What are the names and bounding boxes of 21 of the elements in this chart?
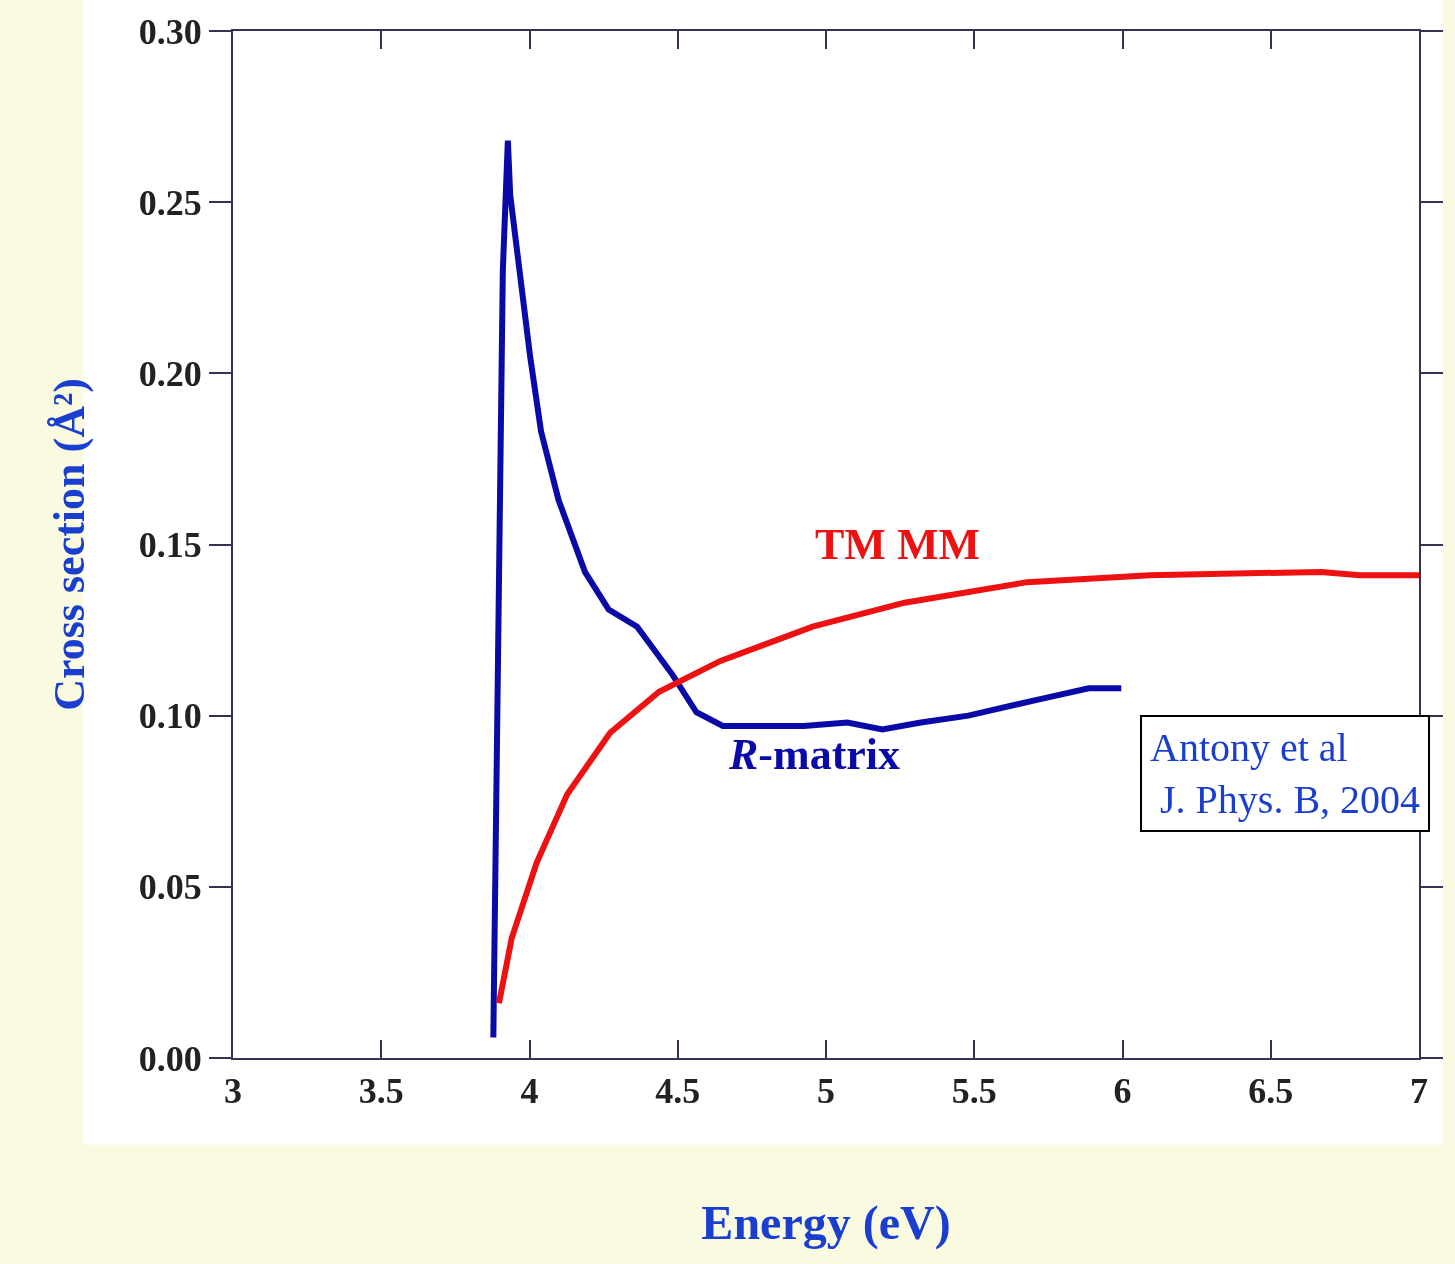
y-tick-label: 0.15 [138, 525, 202, 566]
y-tick-label: 0.05 [138, 867, 202, 908]
x-tick-label: 5.5 [951, 1071, 997, 1112]
y-axis-title: Cross section (Å²) [45, 378, 95, 711]
y-tick-label: 0.25 [138, 182, 202, 223]
x-tick-label: 4.5 [655, 1071, 701, 1112]
x-tick-label: 6 [1113, 1071, 1132, 1112]
y-tick-label: 0.10 [138, 696, 202, 737]
series-label: TM MM [815, 520, 980, 569]
x-tick-label: 6.5 [1248, 1071, 1294, 1112]
y-tick-label: 0.20 [138, 353, 202, 394]
annotation: Antony et al J. Phys. B, 2004 [1150, 725, 1421, 822]
x-axis-title: Energy (eV) [701, 1195, 951, 1250]
x-tick-label: 3.5 [358, 1071, 404, 1112]
x-tick-label: 5 [817, 1071, 835, 1112]
x-tick-label: 4 [520, 1071, 539, 1112]
series-label: R-matrix [728, 730, 901, 779]
y-tick-label: 0.30 [138, 11, 202, 52]
x-tick-label: 7 [1410, 1071, 1428, 1112]
x-tick-label: 3 [224, 1071, 242, 1112]
y-tick-label: 0.00 [138, 1038, 202, 1079]
